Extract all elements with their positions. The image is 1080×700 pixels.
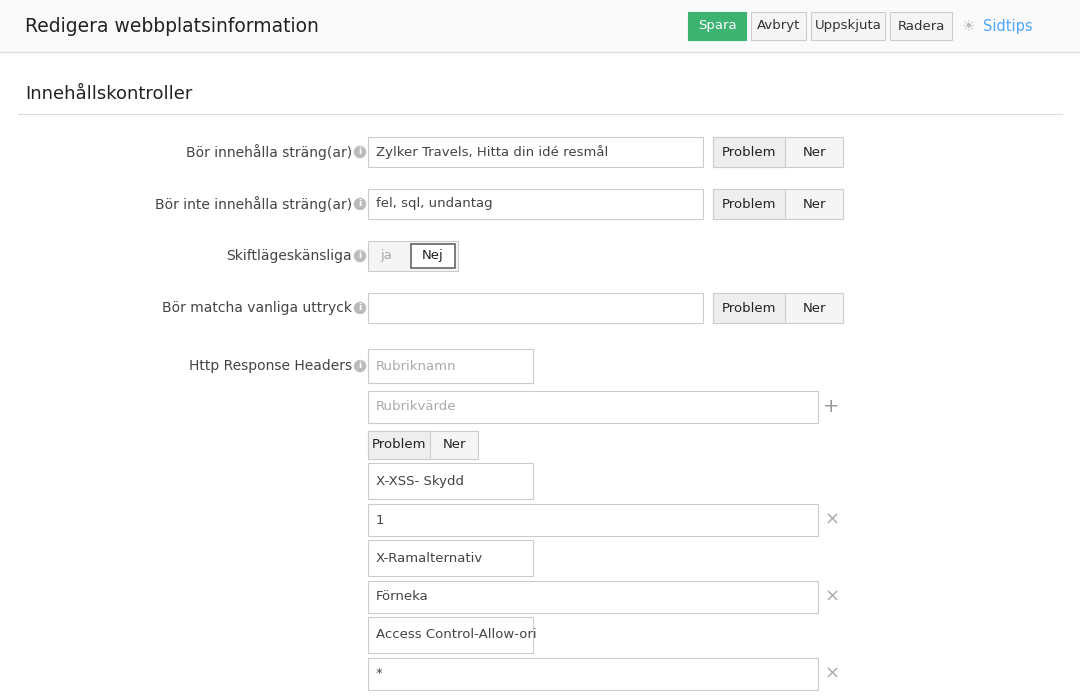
Text: ×: × [824, 588, 839, 606]
Text: X-Ramalternativ: X-Ramalternativ [376, 552, 483, 564]
Text: Ner: Ner [442, 438, 465, 452]
Text: Radera: Radera [897, 20, 945, 32]
Text: +: + [823, 398, 839, 416]
Bar [368, 658, 818, 690]
Bar [368, 617, 534, 653]
Bar [811, 12, 885, 40]
Text: Problem: Problem [721, 146, 777, 158]
Bar [368, 391, 818, 423]
Text: Rubrikvärde: Rubrikvärde [376, 400, 457, 414]
Text: ×: × [824, 511, 839, 529]
Text: fel, sql, undantag: fel, sql, undantag [376, 197, 492, 211]
Text: Spara: Spara [698, 20, 737, 32]
Bar [368, 349, 534, 383]
Text: Redigera webbplatsinformation: Redigera webbplatsinformation [25, 17, 319, 36]
Text: 1: 1 [376, 514, 384, 526]
Bar [713, 189, 785, 219]
Text: Förneka: Förneka [376, 591, 429, 603]
Text: Ner: Ner [802, 197, 826, 211]
Text: Skiftlägeskänsliga: Skiftlägeskänsliga [227, 249, 352, 263]
Bar [368, 189, 703, 219]
Text: Sidtips: Sidtips [983, 18, 1032, 34]
Text: X-XSS- Skydd: X-XSS- Skydd [376, 475, 464, 487]
Text: Access Control-Allow-ori: Access Control-Allow-ori [376, 629, 537, 641]
Text: Problem: Problem [721, 302, 777, 314]
Bar [713, 137, 785, 167]
Bar [0, 0, 1080, 52]
Circle shape [354, 360, 365, 372]
Text: i: i [359, 361, 362, 370]
Bar [368, 137, 703, 167]
Bar [688, 12, 746, 40]
Text: Rubriknamn: Rubriknamn [376, 360, 457, 372]
Text: Innehållskontroller: Innehållskontroller [25, 85, 192, 103]
Bar [368, 431, 430, 459]
Bar [751, 12, 806, 40]
Bar [368, 540, 534, 576]
Text: Problem: Problem [721, 197, 777, 211]
Bar [713, 293, 843, 323]
Text: ja: ja [380, 249, 392, 262]
Text: Zylker Travels, Hitta din idé resmål: Zylker Travels, Hitta din idé resmål [376, 145, 608, 159]
Text: i: i [359, 148, 362, 157]
Bar [368, 581, 818, 613]
Bar [713, 137, 843, 167]
Circle shape [354, 251, 365, 262]
Bar [368, 504, 818, 536]
Text: Http Response Headers: Http Response Headers [189, 359, 352, 373]
Text: Bör inte innehålla sträng(ar): Bör inte innehålla sträng(ar) [154, 196, 352, 212]
Text: Ner: Ner [802, 302, 826, 314]
Text: i: i [359, 304, 362, 312]
Text: i: i [359, 251, 362, 260]
Text: *: * [376, 668, 382, 680]
Text: Avbryt: Avbryt [757, 20, 800, 32]
Text: Bör matcha vanliga uttryck: Bör matcha vanliga uttryck [162, 301, 352, 315]
Text: Ner: Ner [802, 146, 826, 158]
Circle shape [354, 302, 365, 314]
Text: ☀: ☀ [962, 18, 976, 34]
Bar [411, 244, 455, 268]
Bar [890, 12, 951, 40]
Bar [368, 241, 458, 271]
Bar [713, 293, 785, 323]
Text: Bör innehålla sträng(ar): Bör innehålla sträng(ar) [186, 144, 352, 160]
Bar [368, 431, 478, 459]
Text: i: i [359, 199, 362, 209]
Bar [713, 189, 843, 219]
Circle shape [354, 146, 365, 158]
Bar [368, 293, 703, 323]
Bar [368, 463, 534, 499]
Text: Nej: Nej [422, 249, 444, 262]
Text: Problem: Problem [372, 438, 427, 452]
Circle shape [354, 199, 365, 209]
Text: ×: × [824, 665, 839, 683]
Text: Uppskjuta: Uppskjuta [814, 20, 881, 32]
